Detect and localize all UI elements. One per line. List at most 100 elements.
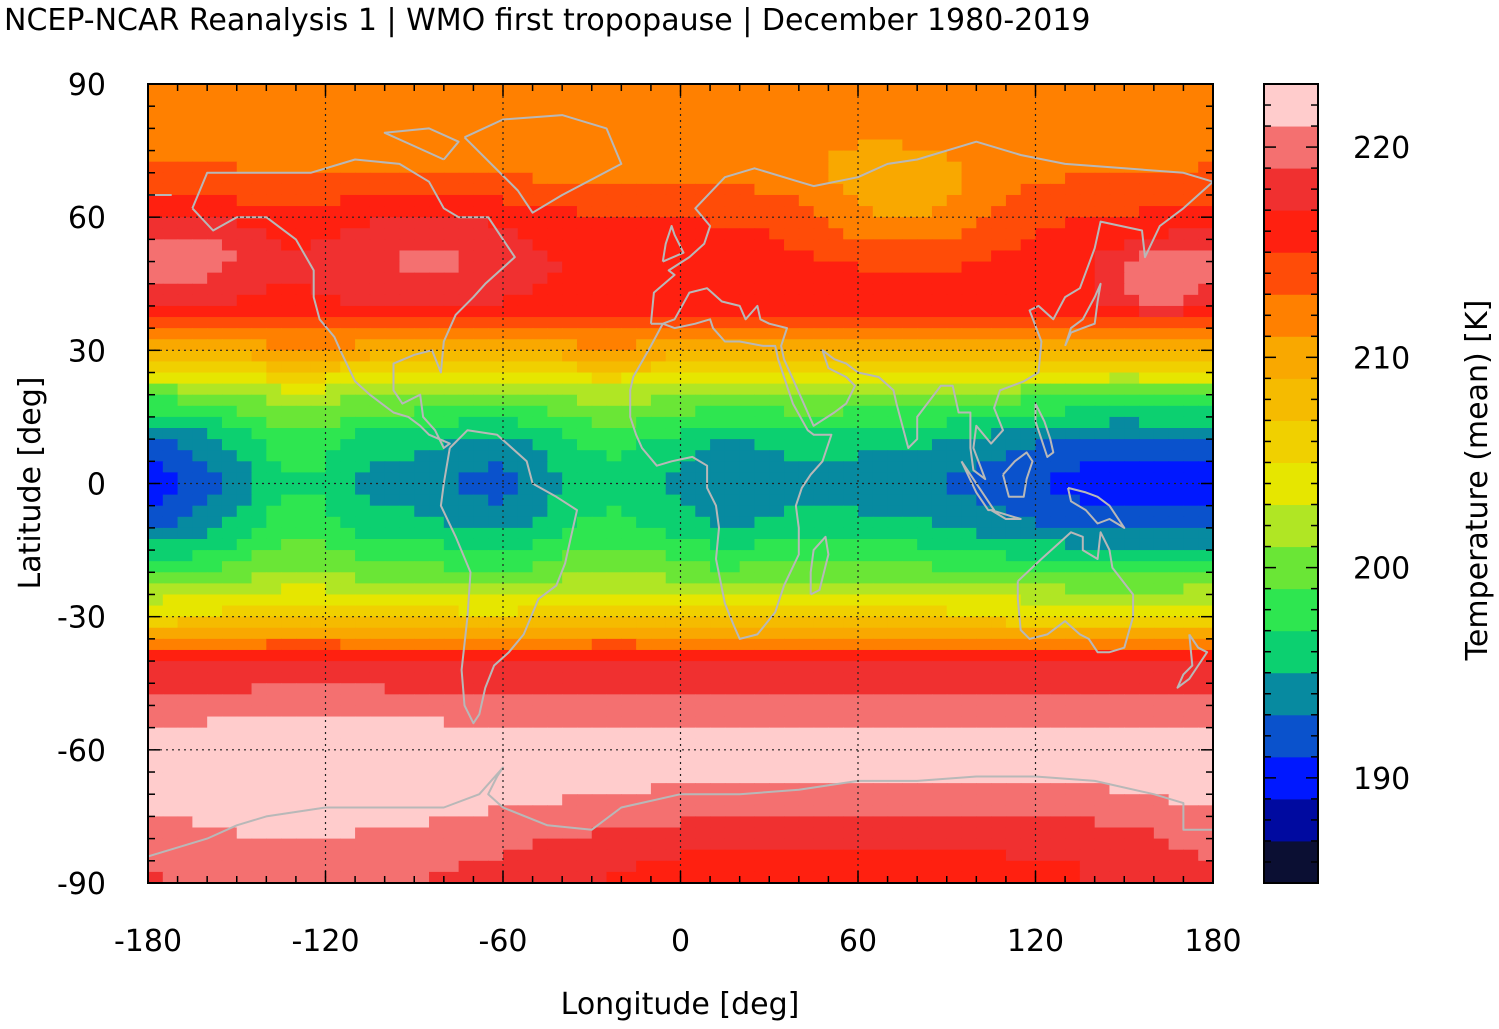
heatmap-cell	[813, 261, 830, 274]
heatmap-cell	[1153, 217, 1170, 229]
heatmap-cell	[266, 505, 282, 518]
heatmap-cell	[887, 616, 903, 629]
heatmap-cell	[636, 661, 652, 673]
heatmap-cell	[665, 328, 682, 340]
heatmap-cell	[724, 727, 741, 740]
heatmap-cell	[858, 183, 874, 196]
heatmap-cell	[503, 694, 519, 707]
heatmap-cell	[828, 649, 844, 662]
heatmap-cell	[192, 716, 208, 729]
heatmap-cell	[828, 694, 844, 707]
heatmap-cell	[1020, 261, 1037, 274]
heatmap-cell	[695, 450, 711, 462]
heatmap-cell	[325, 161, 341, 174]
heatmap-cell	[621, 84, 637, 96]
heatmap-cell	[843, 239, 859, 252]
heatmap-cell	[858, 516, 874, 529]
heatmap-cell	[991, 250, 1007, 263]
heatmap-cell	[1183, 583, 1199, 596]
heatmap-cell	[828, 394, 844, 407]
heatmap-cell	[547, 849, 563, 862]
heatmap-cell	[310, 594, 327, 607]
heatmap-cell	[1005, 172, 1022, 185]
heatmap-cell	[1050, 816, 1066, 829]
heatmap-cell	[813, 627, 830, 640]
heatmap-cell	[606, 172, 622, 185]
heatmap-cell	[503, 383, 519, 396]
heatmap-cell	[547, 261, 563, 274]
heatmap-cell	[1094, 416, 1111, 429]
heatmap-cell	[414, 450, 430, 462]
heatmap-cell	[340, 472, 356, 485]
heatmap-cell	[1005, 239, 1022, 252]
heatmap-cell	[576, 394, 593, 407]
heatmap-cell	[1183, 827, 1199, 840]
heatmap-cell	[1198, 694, 1214, 707]
heatmap-cell	[369, 705, 386, 718]
heatmap-cell	[828, 194, 844, 207]
heatmap-cell	[621, 760, 637, 773]
heatmap-cell	[976, 217, 992, 229]
heatmap-cell	[887, 827, 903, 840]
heatmap-cell	[1168, 283, 1185, 296]
heatmap-cell	[680, 716, 696, 729]
heatmap-cell	[961, 749, 977, 762]
heatmap-cell	[961, 583, 977, 596]
heatmap-cell	[414, 527, 430, 540]
heatmap-cell	[488, 561, 504, 573]
heatmap-cell	[843, 272, 859, 285]
heatmap-cell	[754, 472, 770, 485]
heatmap-cell	[148, 150, 164, 163]
heatmap-cell	[887, 683, 903, 695]
heatmap-cell	[724, 228, 741, 240]
heatmap-cell	[1198, 538, 1214, 551]
heatmap-cell	[636, 716, 652, 729]
heatmap-cell	[517, 106, 534, 118]
heatmap-cell	[754, 516, 770, 529]
heatmap-cell	[177, 461, 193, 474]
heatmap-cell	[843, 194, 859, 207]
heatmap-cell	[606, 261, 622, 274]
heatmap-cell	[517, 450, 534, 462]
heatmap-cell	[1109, 716, 1125, 729]
heatmap-cell	[384, 749, 401, 762]
heatmap-cell	[310, 516, 327, 529]
heatmap-cell	[1109, 594, 1125, 607]
heatmap-cell	[532, 716, 548, 729]
heatmap-cell	[591, 816, 608, 829]
heatmap-cell	[843, 261, 859, 274]
heatmap-cell	[858, 838, 874, 851]
heatmap-cell	[503, 194, 519, 207]
heatmap-cell	[148, 550, 164, 562]
heatmap-cell	[917, 383, 933, 396]
heatmap-cell	[991, 383, 1007, 396]
heatmap-cell	[236, 361, 253, 374]
heatmap-cell	[207, 228, 223, 240]
heatmap-cell	[340, 783, 356, 795]
heatmap-cell	[991, 616, 1007, 629]
heatmap-cell	[1124, 239, 1140, 252]
heatmap-cell	[798, 561, 815, 573]
heatmap-cell	[517, 572, 534, 584]
heatmap-cell	[1020, 95, 1037, 107]
heatmap-cell	[281, 283, 297, 296]
heatmap-cell	[517, 372, 534, 385]
heatmap-cell	[295, 538, 312, 551]
heatmap-cell	[281, 705, 297, 718]
heatmap-cell	[769, 305, 785, 318]
heatmap-cell	[295, 494, 312, 507]
heatmap-cell	[384, 494, 401, 507]
heatmap-cell	[858, 805, 874, 818]
heatmap-cell	[399, 616, 415, 629]
heatmap-cell	[976, 760, 992, 773]
heatmap-cell	[784, 428, 800, 440]
heatmap-cell	[295, 194, 312, 207]
heatmap-cell	[591, 317, 608, 329]
heatmap-cell	[902, 516, 918, 529]
heatmap-cell	[695, 638, 711, 651]
heatmap-cell	[724, 716, 741, 729]
heatmap-cell	[355, 394, 371, 407]
heatmap-cell	[236, 772, 253, 784]
heatmap-cell	[562, 483, 578, 496]
heatmap-cell	[414, 239, 430, 252]
